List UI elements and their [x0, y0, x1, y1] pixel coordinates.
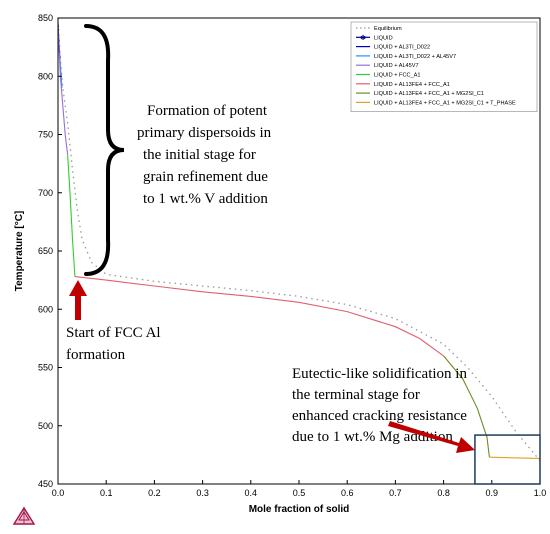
- y-tick-label: 650: [38, 246, 53, 256]
- highlight-box: [474, 434, 541, 485]
- y-tick-label: 700: [38, 188, 53, 198]
- eutectic-text: Eutectic-like solidification in the term…: [292, 366, 471, 445]
- y-tick-label: 850: [38, 13, 53, 23]
- y-tick-label: 550: [38, 363, 53, 373]
- legend-label: LIQUID: [374, 35, 393, 41]
- legend-box: [350, 21, 538, 112]
- series-line-8: [489, 456, 541, 459]
- thermocalc-logo: [12, 506, 36, 525]
- legend: Equilibrium ✱ LIQUID LIQUID + AL3TI_D022 LIQ…: [350, 21, 538, 112]
- legend-label: LIQUID + AL13FE4 + FCC_A1 + MG2SI_C1: [374, 91, 484, 97]
- x-tick-label: 0.0: [52, 488, 65, 498]
- red-arrow-diagonal: [388, 421, 475, 453]
- series-line-5: [67, 154, 76, 277]
- legend-label: LIQUID + AL13FE4 + FCC_A1: [374, 82, 450, 88]
- legend-label: Equilibrium: [374, 26, 402, 32]
- dispersoids-text: Formation of potent primary dispersoids …: [137, 103, 275, 207]
- x-tick-label: 0.9: [486, 488, 499, 498]
- legend-label: LIQUID + AL13FE4 + FCC_A1 + MG2SI_C1 + T…: [374, 100, 516, 106]
- y-axis-title: Temperature [°C]: [14, 211, 25, 292]
- x-tick-label: 1.0: [534, 488, 547, 498]
- series-line-7: [443, 355, 490, 458]
- series-line-6: [74, 276, 444, 357]
- x-tick-label: 0.1: [100, 488, 113, 498]
- y-tick-label: 500: [38, 421, 53, 431]
- x-tick-label: 0.5: [293, 488, 306, 498]
- x-tick-label: 0.6: [341, 488, 354, 498]
- y-tick-label: 450: [38, 479, 53, 489]
- eutectic-annotation: Eutectic-like solidification in the term…: [292, 366, 541, 485]
- x-axis: 0.0 0.1 0.2 0.3 0.4 0.5 0.6 0.7 0.8 0.9 1.0: [52, 480, 547, 498]
- dispersoids-annotation: Formation of potent primary dispersoids …: [84, 24, 275, 276]
- x-tick-label: 0.3: [196, 488, 209, 498]
- x-tick-label: 0.7: [389, 488, 402, 498]
- legend-label: LIQUID + AL3TI_D022: [374, 45, 430, 51]
- x-tick-label: 0.4: [245, 488, 258, 498]
- x-axis-title: Mole fraction of solid: [249, 504, 350, 515]
- legend-label: LIQUID + FCC_A1: [374, 73, 420, 79]
- legend-label: LIQUID + AL45V7: [374, 63, 419, 69]
- series-line-4: [57, 26, 69, 155]
- x-tick-label: 0.2: [148, 488, 161, 498]
- legend-label: LIQUID + AL3TI_D022 + AL45V7: [374, 54, 456, 60]
- y-tick-label: 750: [38, 130, 53, 140]
- fcc-annotation: Start of FCC Al formation: [66, 280, 164, 363]
- fcc-text: Start of FCC Al formation: [66, 325, 164, 363]
- y-tick-label: 800: [38, 71, 53, 81]
- y-axis: 450 500 550 600 650 700 750 800 850: [38, 13, 62, 489]
- x-tick-label: 0.8: [437, 488, 450, 498]
- red-arrow-up: [69, 280, 87, 320]
- curly-brace: [84, 24, 125, 276]
- plot-lines: [57, 17, 541, 462]
- y-tick-label: 600: [38, 304, 53, 314]
- legend-marker-icon: ✱: [360, 34, 366, 42]
